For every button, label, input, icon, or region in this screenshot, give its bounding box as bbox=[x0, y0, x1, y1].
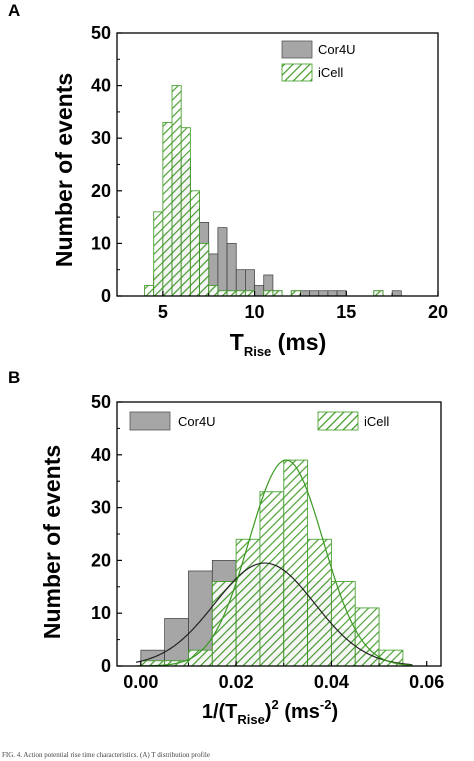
x-tick-label: 0.02 bbox=[219, 672, 254, 692]
panel-b-legend: Cor4U iCell bbox=[129, 411, 389, 431]
bar-icell-0 bbox=[144, 285, 155, 297]
x-tick-label: 20 bbox=[428, 302, 448, 322]
bar-cor4u-11 bbox=[254, 285, 265, 297]
panel-a-letter: A bbox=[8, 1, 20, 20]
bar-cor4u-8 bbox=[226, 243, 237, 297]
x-tick-label: 10 bbox=[245, 302, 265, 322]
legend-label-cor4u: Cor4U bbox=[318, 42, 356, 57]
panel-b-letter: B bbox=[8, 368, 20, 387]
legend-swatch-cor4u bbox=[129, 411, 171, 431]
bar-icell-6 bbox=[199, 242, 210, 297]
legend-swatch-cor4u bbox=[281, 40, 313, 59]
y-tick-label: 30 bbox=[91, 498, 111, 518]
panel-a: A 0 10 20 30 40 50 5 10 15 20 Number of events TR… bbox=[8, 1, 448, 359]
bar-icell-15 bbox=[373, 290, 384, 297]
bar-cor4u-7 bbox=[217, 227, 228, 297]
panel-b: B 0 10 20 30 40 50 0.00 0.02 0.04 0.06 Number of … bbox=[8, 368, 444, 727]
y-tick-label: 20 bbox=[91, 550, 111, 570]
bar-icell-11 bbox=[244, 290, 256, 297]
y-tick-label: 40 bbox=[91, 76, 111, 96]
bar-icell-9 bbox=[226, 290, 237, 297]
y-tick-label: 30 bbox=[91, 128, 111, 148]
bar-cor4u-17 bbox=[318, 290, 329, 297]
panel-b-y-axis-label: Number of events bbox=[39, 445, 65, 639]
panel-b-axes: 0 10 20 30 40 50 0.00 0.02 0.04 0.06 bbox=[91, 392, 444, 692]
bar-icell-5 bbox=[259, 491, 285, 667]
bar-icell-4 bbox=[235, 538, 261, 667]
legend-label-icell: iCell bbox=[318, 65, 343, 80]
y-tick-label: 0 bbox=[101, 656, 111, 676]
bar-cor4u-15 bbox=[300, 290, 310, 297]
legend-swatch-icell bbox=[317, 411, 359, 431]
y-tick-label: 10 bbox=[91, 233, 111, 253]
bar-icell-12 bbox=[263, 290, 274, 297]
panel-a-y-axis-label: Number of events bbox=[51, 73, 77, 267]
bar-icell-13 bbox=[272, 290, 283, 297]
bar-icell-6 bbox=[283, 459, 309, 667]
panel-a-x-axis-label: TRise (ms) bbox=[230, 329, 326, 359]
y-tick-label: 0 bbox=[101, 286, 111, 306]
x-tick-label: 0.04 bbox=[314, 672, 349, 692]
bar-icell-1 bbox=[153, 211, 164, 297]
bar-cor4u-1 bbox=[164, 618, 189, 667]
bar-icell-8 bbox=[217, 290, 228, 297]
panel-b-x-axis-label: 1/(TRise)2 (ms-2) bbox=[202, 697, 338, 727]
x-tick-label: 15 bbox=[336, 302, 356, 322]
bar-cor4u-19 bbox=[336, 290, 347, 297]
panel-a-icell-bars bbox=[144, 85, 384, 297]
y-tick-label: 50 bbox=[91, 23, 111, 43]
legend-label-icell: iCell bbox=[364, 414, 389, 429]
fit-curve-icell bbox=[136, 459, 413, 667]
bar-icell-14 bbox=[290, 290, 301, 297]
x-tick-label: 5 bbox=[158, 302, 168, 322]
bar-icell-10 bbox=[235, 290, 246, 297]
bar-icell-4 bbox=[180, 127, 191, 297]
bar-cor4u-21 bbox=[391, 290, 402, 297]
x-tick-label: 0.00 bbox=[123, 672, 158, 692]
bar-icell-2 bbox=[162, 121, 173, 297]
panel-a-axes: 0 10 20 30 40 50 5 10 15 20 bbox=[91, 23, 448, 322]
x-tick-label: 0.06 bbox=[409, 672, 444, 692]
fit-curve-cor4u bbox=[135, 562, 413, 666]
y-tick-label: 50 bbox=[91, 392, 111, 412]
legend-swatch-icell bbox=[281, 63, 313, 82]
y-tick-label: 40 bbox=[91, 445, 111, 465]
bar-cor4u-18 bbox=[327, 290, 338, 297]
panel-b-fit-curves bbox=[135, 459, 413, 667]
y-tick-label: 20 bbox=[91, 181, 111, 201]
bar-cor4u-16 bbox=[309, 290, 320, 297]
bar-icell-5 bbox=[189, 190, 200, 297]
figure-caption: FIG. 4. Action potential rise time chara… bbox=[2, 751, 210, 759]
bar-icell-7 bbox=[208, 285, 219, 297]
bar-icell-3 bbox=[171, 85, 182, 297]
panel-a-legend: Cor4U iCell bbox=[281, 40, 356, 82]
legend-label-cor4u: Cor4U bbox=[178, 414, 216, 429]
y-tick-label: 10 bbox=[91, 603, 111, 623]
